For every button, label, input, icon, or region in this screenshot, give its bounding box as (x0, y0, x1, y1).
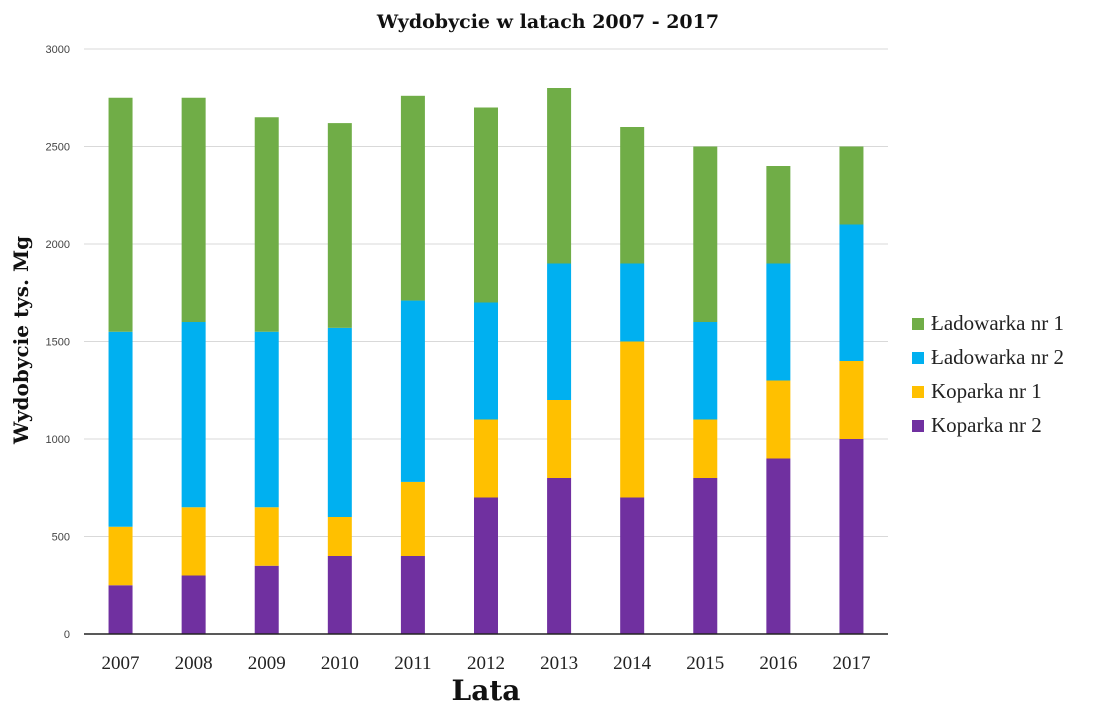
bar-segment (400, 481, 425, 556)
bar-segment (254, 507, 279, 566)
bar-segment (693, 419, 718, 478)
bar-segment (254, 565, 279, 634)
bar-segment (400, 300, 425, 482)
bar-segment (474, 107, 498, 303)
x-tick-label: 2016 (759, 653, 797, 674)
bar-segment (766, 458, 791, 634)
y-tick-label: 2500 (46, 142, 70, 154)
bar-segment (766, 166, 791, 264)
bar-segment (108, 97, 133, 332)
legend-swatch (912, 386, 924, 398)
x-tick-label: 2008 (175, 653, 213, 674)
legend: Ładowarka nr 1 Ładowarka nr 2 Koparka nr 1… (912, 311, 1064, 437)
bar-segment (474, 302, 498, 420)
bar-segment (693, 322, 718, 420)
x-axis-ticks: 2007 2008 2009 2010 2011 2012 2013 2014 2015 2016… (102, 653, 871, 674)
y-tick-label: 1500 (46, 337, 70, 349)
bar-segment (108, 526, 133, 586)
bar-segment (327, 517, 352, 556)
bars (108, 88, 864, 634)
bar-segment (327, 327, 352, 517)
bar-segment (620, 341, 645, 498)
y-tick-label: 0 (64, 629, 70, 641)
bar-segment (181, 575, 206, 634)
bar-segment (766, 263, 791, 381)
legend-label: Ładowarka nr 1 (931, 311, 1064, 335)
x-tick-label: 2007 (102, 653, 140, 674)
y-tick-label: 1000 (46, 434, 70, 446)
bar-segment (693, 478, 718, 634)
bar-segment (108, 331, 133, 527)
bar-segment (181, 97, 206, 322)
bar-segment (766, 380, 791, 459)
y-axis-ticks: 0 500 1000 1500 2000 2500 3000 (46, 44, 70, 641)
bar-segment (839, 224, 864, 361)
x-tick-label: 2015 (686, 653, 724, 674)
legend-label: Ładowarka nr 2 (931, 345, 1064, 369)
legend-label: Koparka nr 2 (931, 413, 1042, 437)
bar-segment (474, 419, 498, 498)
x-axis-label: Lata (452, 674, 521, 707)
bar-segment (839, 361, 864, 439)
y-tick-label: 3000 (46, 44, 70, 56)
bar-segment (254, 331, 279, 508)
x-tick-label: 2012 (467, 653, 505, 674)
bar-segment (327, 556, 352, 634)
x-tick-label: 2014 (613, 653, 652, 674)
legend-label: Koparka nr 1 (931, 379, 1042, 403)
legend-swatch (912, 352, 924, 364)
chart-title: Wydobycie w latach 2007 - 2017 (376, 11, 719, 33)
x-tick-label: 2009 (248, 653, 286, 674)
y-tick-label: 2000 (46, 239, 70, 251)
bar-segment (547, 263, 572, 400)
bar-segment (693, 146, 718, 322)
x-tick-label: 2010 (321, 653, 359, 674)
bar-segment (181, 322, 206, 508)
bar-segment (254, 117, 279, 332)
bar-segment (547, 478, 572, 634)
x-tick-label: 2011 (394, 653, 431, 674)
bar-segment (620, 263, 645, 342)
bar-segment (620, 127, 645, 264)
bar-segment (839, 439, 864, 634)
bar-segment (400, 95, 425, 301)
bar-segment (474, 497, 498, 634)
bar-segment (547, 400, 572, 478)
bar-segment (181, 507, 206, 576)
bar-segment (327, 123, 352, 328)
bar-segment (620, 497, 645, 634)
x-tick-label: 2017 (832, 653, 870, 674)
bar-segment (547, 88, 572, 264)
legend-swatch (912, 318, 924, 330)
bar-segment (400, 556, 425, 634)
bar-segment (839, 146, 864, 225)
legend-swatch (912, 420, 924, 432)
x-tick-label: 2013 (540, 653, 578, 674)
bar-segment (108, 585, 133, 634)
y-axis-label: Wydobycie tys. Mg (9, 236, 33, 445)
y-tick-label: 500 (52, 532, 70, 544)
